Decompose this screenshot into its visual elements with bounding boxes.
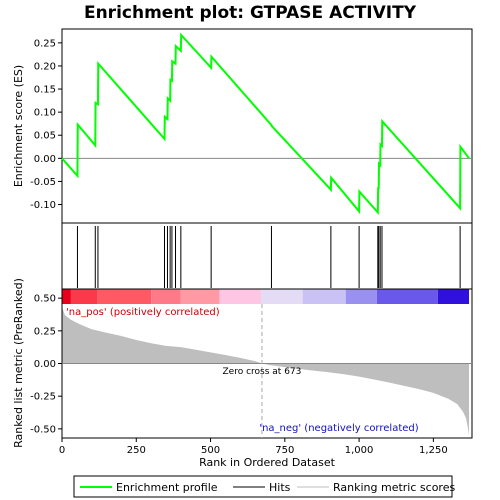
es-y-ticks: -0.10 -0.05 0.00 0.05 0.10 0.15 0.20 0.25 — [30, 38, 62, 211]
es-y-tick-label: -0.05 — [30, 177, 56, 188]
x-axis-ticks: 0 250 500 750 1,000 1,250 — [59, 438, 448, 456]
color-band-segment — [437, 289, 470, 304]
metric-y-tick-label: 0.50 — [34, 294, 56, 305]
metric-panel: -0.50 -0.25 0.00 0.25 0.50 'na_pos' (positiv… — [12, 278, 473, 448]
x-tick-label: 750 — [275, 445, 294, 456]
metric-y-tick-label: -0.50 — [30, 424, 56, 435]
hits-panel-frame — [61, 222, 473, 290]
legend: Enrichment profile Hits Ranking metric s… — [73, 475, 455, 498]
x-tick-label: 250 — [127, 445, 146, 456]
color-band-segment — [261, 289, 303, 304]
x-tick-label: 1,000 — [345, 445, 374, 456]
es-y-tick-label: 0.10 — [34, 108, 56, 119]
es-y-tick-label: 0.05 — [34, 131, 56, 142]
color-band-segment — [70, 289, 98, 304]
metric-y-tick-label: 0.25 — [34, 326, 56, 337]
es-y-tick-label: 0.15 — [34, 85, 56, 96]
es-panel: -0.10 -0.05 0.00 0.05 0.10 0.15 0.20 0.25 Enric… — [12, 28, 473, 224]
metric-y-ticks: -0.50 -0.25 0.00 0.25 0.50 — [30, 294, 62, 435]
color-band-segment — [376, 289, 438, 304]
zero-cross-label: Zero cross at 673 — [223, 367, 302, 377]
x-tick-label: 1,250 — [419, 445, 448, 456]
legend-label-hits: Hits — [269, 481, 291, 494]
color-band-segment — [97, 289, 152, 304]
color-band-segment — [219, 289, 262, 304]
ranking-metric-area — [62, 298, 470, 436]
hit-markers — [76, 226, 461, 288]
es-y-tick-label: 0.00 — [34, 154, 56, 165]
es-y-tick-label: 0.25 — [34, 38, 56, 49]
color-band-segment — [345, 289, 377, 304]
color-band-segment — [151, 289, 181, 304]
chart-title: Enrichment plot: GTPASE ACTIVITY — [84, 3, 417, 23]
legend-label-metric: Ranking metric scores — [333, 481, 455, 494]
color-band-segment — [180, 289, 220, 304]
legend-label-enrichment: Enrichment profile — [116, 481, 218, 494]
color-band-segment — [62, 289, 71, 304]
metric-y-tick-label: -0.25 — [30, 392, 56, 403]
metric-y-tick-label: 0.00 — [34, 359, 56, 370]
color-band-segment — [302, 289, 346, 304]
x-tick-label: 0 — [59, 445, 65, 456]
es-y-axis-label: Enrichment score (ES) — [12, 65, 25, 187]
ranked-color-band — [62, 289, 470, 304]
positive-correlation-label: 'na_pos' (positively correlated) — [66, 307, 220, 318]
negative-correlation-label: 'na_neg' (negatively correlated) — [259, 423, 418, 434]
enrichment-profile-line — [61, 32, 470, 215]
es-panel-frame — [61, 28, 473, 224]
x-axis-label: Rank in Ordered Dataset — [199, 456, 336, 469]
x-tick-label: 500 — [201, 445, 220, 456]
es-y-tick-label: -0.10 — [30, 200, 56, 211]
metric-y-axis-label: Ranked list metric (PreRanked) — [12, 278, 25, 448]
hits-panel — [61, 222, 473, 290]
es-y-tick-label: 0.20 — [34, 61, 56, 72]
